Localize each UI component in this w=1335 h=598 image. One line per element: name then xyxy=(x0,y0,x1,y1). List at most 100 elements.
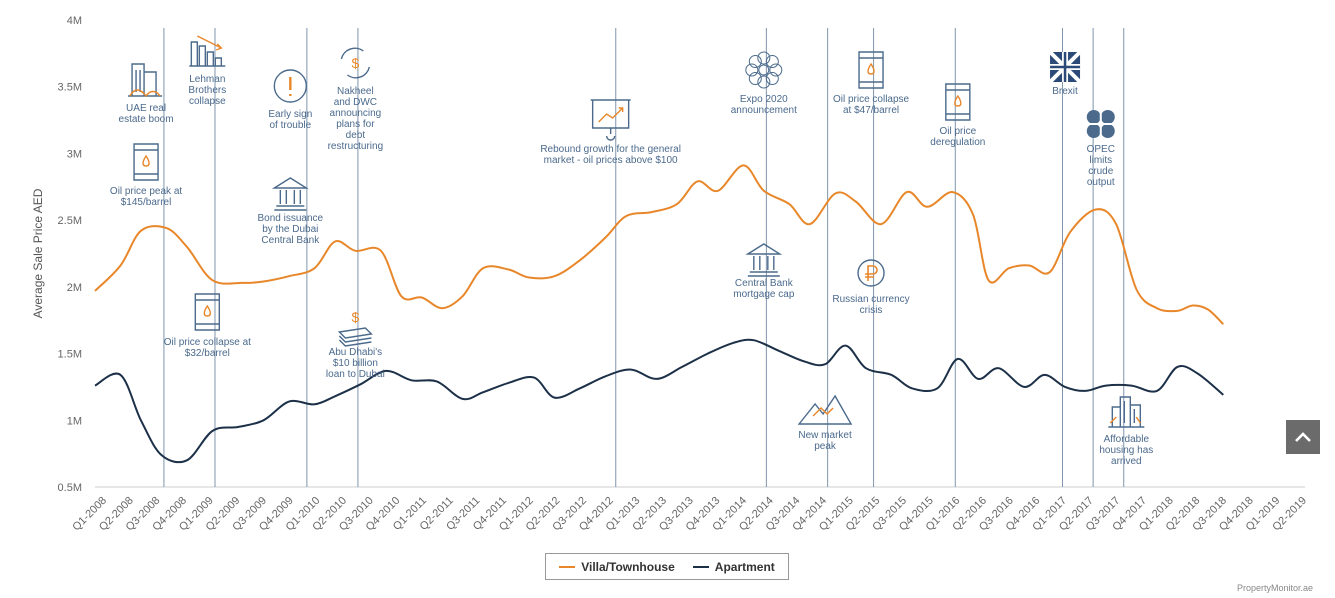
annotation-label: UAE real estate boom xyxy=(119,103,174,125)
scroll-to-top-button[interactable] xyxy=(1286,420,1320,454)
ruble-icon xyxy=(857,259,885,287)
annotation-line: announcing xyxy=(330,108,382,119)
oil-barrel-icon-part xyxy=(945,83,971,121)
bank-icon xyxy=(745,243,783,277)
annotation-line: at $47/barrel xyxy=(843,105,899,116)
city-icon xyxy=(1108,396,1145,428)
city-icon-tree xyxy=(1109,416,1141,424)
uk-flag-icon xyxy=(1048,50,1082,84)
expo-logo-icon-petal xyxy=(765,55,779,68)
oil-barrel-icon xyxy=(945,83,971,121)
opec-logo-icon xyxy=(1086,110,1115,138)
series-line-villa-townhouse xyxy=(94,164,1225,325)
expo-logo-icon xyxy=(745,51,783,89)
annotation-line: OPEC xyxy=(1087,144,1115,155)
annotation-label: Early sign of trouble xyxy=(268,109,312,131)
annotation-line: Lehman xyxy=(189,74,225,85)
annotation-line: Oil price xyxy=(939,126,976,137)
legend-label-apartment: Apartment xyxy=(714,559,775,574)
annotation-line: plans for xyxy=(336,119,375,130)
annotation-label: Oil price collapse at $47/barrel xyxy=(833,94,910,116)
expo-logo-icon-petal xyxy=(748,55,762,68)
bar-chart-down-icon xyxy=(189,35,226,67)
uk-flag-icon-cross xyxy=(1050,52,1081,82)
oil-barrel-icon xyxy=(194,293,221,331)
legend-label-villa: Villa/Townhouse xyxy=(581,559,675,574)
dollar-cycle-icon-sign: $ xyxy=(351,55,359,71)
annotation-label: Central Bank mortgage cap xyxy=(733,278,795,300)
annotation-label: Expo 2020 announcement xyxy=(731,94,797,116)
annotation-label: Oil price deregulation xyxy=(930,126,985,148)
buildings-icon-part xyxy=(128,63,163,97)
annotation-line: Expo 2020 xyxy=(740,94,788,105)
expo-logo-icon-core xyxy=(758,64,770,76)
annotation-line: and DWC xyxy=(334,97,377,108)
expo-logo-icon-petal xyxy=(757,51,771,65)
legend-item-villa[interactable]: Villa/Townhouse xyxy=(559,560,675,574)
annotation-line: estate boom xyxy=(119,114,174,125)
annotation-label: OPEC limits crude output xyxy=(1087,144,1115,188)
annotation-label: Oil price collapse at $32/barrel xyxy=(164,337,251,359)
bar-chart-down-icon-arrow xyxy=(197,35,223,51)
annotation-line: arrived xyxy=(1111,456,1142,467)
annotation-label: Lehman Brothers collapse xyxy=(188,74,226,107)
y-tick-label: 0.5M xyxy=(58,482,82,494)
annotation-line: Brexit xyxy=(1052,86,1078,97)
legend-swatch-villa xyxy=(559,565,576,568)
buildings-icon-wave xyxy=(129,89,161,98)
y-tick-label: 2.5M xyxy=(58,215,82,227)
annotation-label: Brexit xyxy=(1052,86,1078,97)
chevron-up-icon xyxy=(1295,432,1311,442)
opec-logo-icon-dot xyxy=(1100,110,1115,124)
presentation-chart-icon xyxy=(590,99,631,141)
annotation-label: New market peak xyxy=(798,430,852,452)
annotation-line: Nakheel xyxy=(337,86,374,97)
opec-logo-icon-cross xyxy=(1088,112,1113,136)
annotation-label: Rebound growth for the general market - o… xyxy=(540,144,681,166)
legend-swatch-apartment xyxy=(692,565,709,568)
oil-barrel-icon-part xyxy=(194,293,221,331)
oil-barrel-icon-drop xyxy=(867,62,875,75)
annotation-line: Central Bank xyxy=(735,278,794,289)
annotation-line: Rebound growth for the general xyxy=(540,144,681,155)
annotation-line: restructuring xyxy=(328,141,384,152)
annotation-label: Nakheel and DWC announcing plans for debt res… xyxy=(328,86,384,152)
exclamation-icon-ring xyxy=(273,69,308,103)
annotation-label: Russian currency crisis xyxy=(832,294,909,316)
oil-barrel-icon-drop xyxy=(203,304,212,317)
opec-logo-icon-dot xyxy=(1086,110,1101,124)
money-stack-icon-sign: $ xyxy=(351,309,359,325)
annotation-line: crude xyxy=(1088,166,1113,177)
annotation-line: market - oil prices above $100 xyxy=(544,155,678,166)
series-line-apartment xyxy=(94,338,1224,464)
annotation-line: Brothers xyxy=(188,85,226,96)
bar-chart-down-icon-part xyxy=(189,41,226,67)
buildings-icon xyxy=(128,63,163,98)
dollar-cycle-icon: $ xyxy=(340,47,371,79)
y-tick-label: 1.5M xyxy=(58,349,82,361)
ruble-icon-ring xyxy=(857,259,885,287)
chart-legend: Villa/Townhouse Apartment xyxy=(545,553,789,580)
annotation-line: deregulation xyxy=(930,137,985,148)
oil-barrel-icon xyxy=(858,51,884,89)
annotation-line: peak xyxy=(814,441,837,452)
annotation-line: Bond issuance xyxy=(258,213,324,224)
bank-icon-part xyxy=(271,177,309,211)
annotation-line: Oil price collapse xyxy=(833,94,910,105)
expo-logo-icon-petal xyxy=(757,75,771,89)
annotation-line: Abu Dhabi's xyxy=(329,347,383,358)
annotation-line: crisis xyxy=(860,305,883,316)
oil-barrel-icon-part xyxy=(858,51,884,89)
y-tick-label: 2M xyxy=(67,282,82,294)
y-tick-label: 1M xyxy=(67,415,82,427)
annotation-line: Early sign xyxy=(268,109,312,120)
money-stack-icon: $ xyxy=(337,309,373,347)
y-tick-label: 3M xyxy=(67,148,82,160)
legend-item-apartment[interactable]: Apartment xyxy=(692,559,775,574)
oil-barrel-icon-drop xyxy=(142,154,150,167)
y-tick-label: 3.5M xyxy=(58,82,82,94)
annotation-line: debt xyxy=(346,130,366,141)
money-stack-icon-part xyxy=(337,327,373,347)
opec-logo-icon-dot xyxy=(1086,124,1101,138)
city-icon-part xyxy=(1108,396,1145,428)
